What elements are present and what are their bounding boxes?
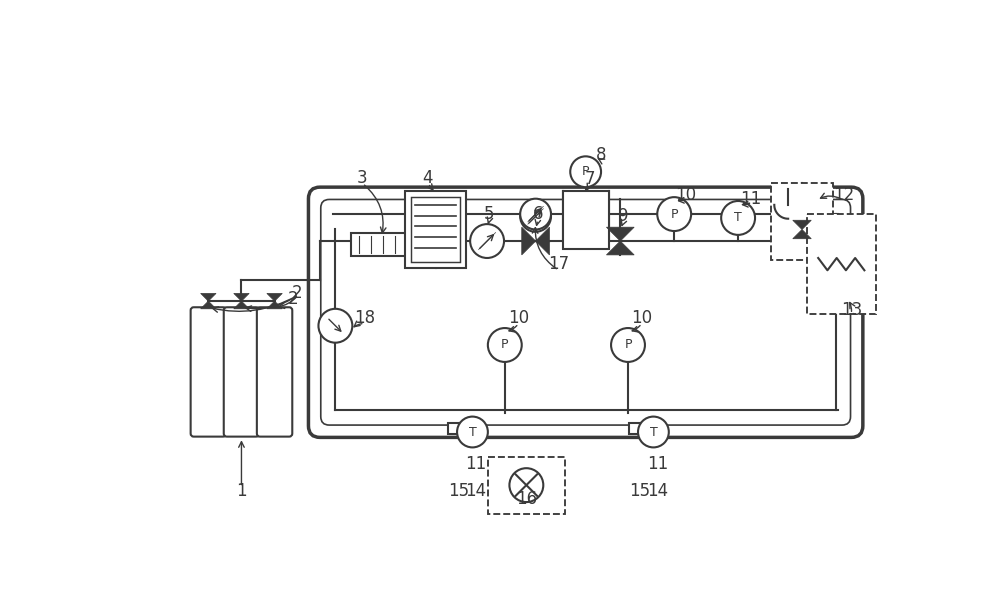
FancyBboxPatch shape xyxy=(224,307,259,436)
Text: 13: 13 xyxy=(841,301,862,319)
Polygon shape xyxy=(793,220,811,229)
Circle shape xyxy=(657,197,691,231)
Text: 7: 7 xyxy=(584,170,595,189)
Bar xyxy=(488,457,565,515)
FancyBboxPatch shape xyxy=(321,199,851,425)
Text: P: P xyxy=(501,338,509,352)
Circle shape xyxy=(318,309,352,343)
Bar xyxy=(351,233,409,257)
Text: P: P xyxy=(624,338,632,352)
Polygon shape xyxy=(267,301,282,309)
FancyBboxPatch shape xyxy=(257,307,292,436)
Circle shape xyxy=(638,417,669,447)
Circle shape xyxy=(570,156,601,187)
Circle shape xyxy=(470,224,504,258)
Polygon shape xyxy=(606,227,634,241)
Circle shape xyxy=(509,468,543,502)
Text: P: P xyxy=(582,165,589,179)
Text: 5: 5 xyxy=(484,205,495,223)
Polygon shape xyxy=(234,301,249,309)
Circle shape xyxy=(611,328,645,362)
Text: 15: 15 xyxy=(629,482,650,500)
Bar xyxy=(405,191,466,268)
Text: 14: 14 xyxy=(465,482,486,500)
Text: 17: 17 xyxy=(548,255,569,273)
FancyBboxPatch shape xyxy=(308,187,863,438)
Text: T: T xyxy=(734,211,742,224)
Polygon shape xyxy=(201,293,216,301)
Text: 8: 8 xyxy=(596,146,606,164)
Polygon shape xyxy=(234,293,249,301)
Text: 10: 10 xyxy=(675,186,696,204)
Text: 11: 11 xyxy=(741,190,762,208)
Text: 9: 9 xyxy=(618,207,629,226)
Bar xyxy=(448,423,459,433)
Text: P: P xyxy=(670,208,678,220)
Text: 11: 11 xyxy=(465,456,486,473)
Text: 4: 4 xyxy=(423,169,433,187)
Text: 16: 16 xyxy=(516,490,537,508)
Polygon shape xyxy=(536,227,549,255)
Circle shape xyxy=(520,199,551,229)
Text: 1: 1 xyxy=(236,482,247,500)
Polygon shape xyxy=(267,293,282,301)
Bar xyxy=(460,423,471,433)
Polygon shape xyxy=(606,241,634,255)
Text: 11: 11 xyxy=(647,456,668,473)
Circle shape xyxy=(457,417,488,447)
Bar xyxy=(641,423,652,433)
Text: 18: 18 xyxy=(354,309,375,327)
Text: T: T xyxy=(469,426,476,439)
Text: 6: 6 xyxy=(533,205,543,223)
Circle shape xyxy=(488,328,522,362)
Text: 2: 2 xyxy=(292,284,302,303)
Text: 10: 10 xyxy=(508,309,529,327)
Circle shape xyxy=(520,201,551,232)
FancyBboxPatch shape xyxy=(191,307,226,436)
Bar xyxy=(411,197,460,262)
Polygon shape xyxy=(201,301,216,309)
Bar xyxy=(807,214,876,314)
Text: 14: 14 xyxy=(647,482,668,500)
Text: 10: 10 xyxy=(631,309,652,327)
Text: 12: 12 xyxy=(833,186,854,204)
Polygon shape xyxy=(793,229,811,239)
Text: 3: 3 xyxy=(357,169,368,187)
Circle shape xyxy=(721,201,755,235)
Bar xyxy=(629,423,640,433)
Bar xyxy=(563,191,609,249)
Bar xyxy=(771,183,833,260)
Text: 15: 15 xyxy=(448,482,469,500)
Text: 2: 2 xyxy=(288,290,298,308)
Polygon shape xyxy=(522,227,536,255)
Text: T: T xyxy=(650,426,657,439)
